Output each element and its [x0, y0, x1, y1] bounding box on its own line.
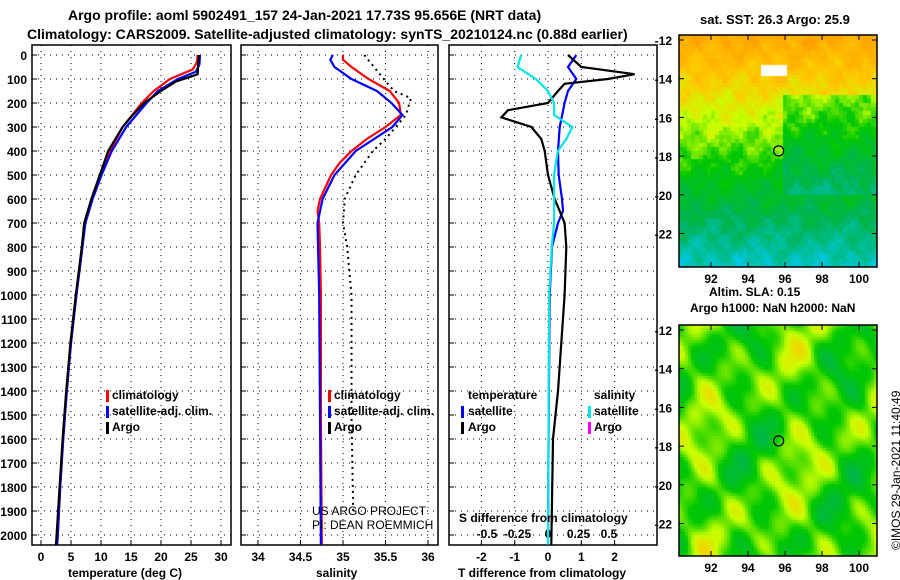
lon-tick-label: 92	[704, 561, 718, 575]
lat-tick-label: -16	[655, 111, 673, 125]
annotation-project: US ARGO PROJECT	[312, 504, 426, 518]
legend-climatology: climatology	[334, 388, 401, 402]
lat-tick-label: -12	[655, 324, 673, 338]
lon-tick-label: 98	[815, 272, 829, 286]
lon-tick-label: 94	[741, 272, 755, 286]
lon-tick-label: 100	[849, 561, 869, 575]
legend-t-argo: Argo	[468, 420, 496, 434]
sst-map-title: sat. SST: 26.3 Argo: 25.9	[700, 12, 850, 27]
lat-tick-label: -20	[655, 479, 673, 493]
map-frame	[679, 35, 877, 267]
map-frame	[679, 325, 877, 556]
lat-tick-label: -20	[655, 189, 673, 203]
legend-argo: Argo	[112, 420, 140, 434]
lon-tick-label: 100	[849, 272, 869, 286]
argo-profile-figure: Argo profile: aoml 5902491_157 24-Jan-20…	[0, 0, 900, 580]
legend-s-satellite: satellite	[594, 404, 639, 418]
lat-tick-label: -14	[655, 73, 673, 87]
lon-tick-label: 96	[778, 272, 792, 286]
argo-position-marker	[774, 146, 784, 156]
lon-tick-label: 98	[815, 561, 829, 575]
argo-position-marker	[774, 436, 784, 446]
legend-salinity-title: salinity	[594, 388, 635, 402]
diff-xlabel: T difference from climatology	[458, 566, 626, 580]
legend-satellite: satellite-adj. clim.	[334, 404, 434, 418]
lat-tick-label: -22	[655, 518, 673, 532]
lat-tick-label: -14	[655, 363, 673, 377]
lon-tick-label: 96	[778, 561, 792, 575]
lat-tick-label: -18	[655, 440, 673, 454]
lon-tick-label: 92	[704, 272, 718, 286]
credit-text: ©IMOS 29-Jan-2021 11:40:49	[889, 391, 900, 550]
lat-tick-label: -22	[655, 228, 673, 242]
temperature-xlabel: temperature (deg C)	[68, 566, 182, 580]
sla-map-title: Altim. SLA: 0.15	[709, 285, 800, 299]
sla-map-subtitle: Argo h1000: NaN h2000: NaN	[690, 301, 855, 315]
legend-temperature-title: temperature	[468, 388, 537, 402]
lat-tick-label: -18	[655, 150, 673, 164]
legend-climatology: climatology	[112, 388, 179, 402]
lat-tick-label: -12	[655, 34, 673, 48]
annotation-pi: PI: DEAN ROEMMICH	[312, 518, 433, 532]
legend-satellite: satellite-adj. clim.	[112, 404, 212, 418]
legend-t-satellite: satellite	[468, 404, 513, 418]
salinity-xlabel: salinity	[316, 566, 357, 580]
lon-tick-label: 94	[741, 561, 755, 575]
legend-s-argo: Argo	[594, 420, 622, 434]
legend-argo: Argo	[334, 420, 362, 434]
lat-tick-label: -16	[655, 401, 673, 415]
diff-s-xlabel: S difference from climatology	[459, 511, 628, 525]
